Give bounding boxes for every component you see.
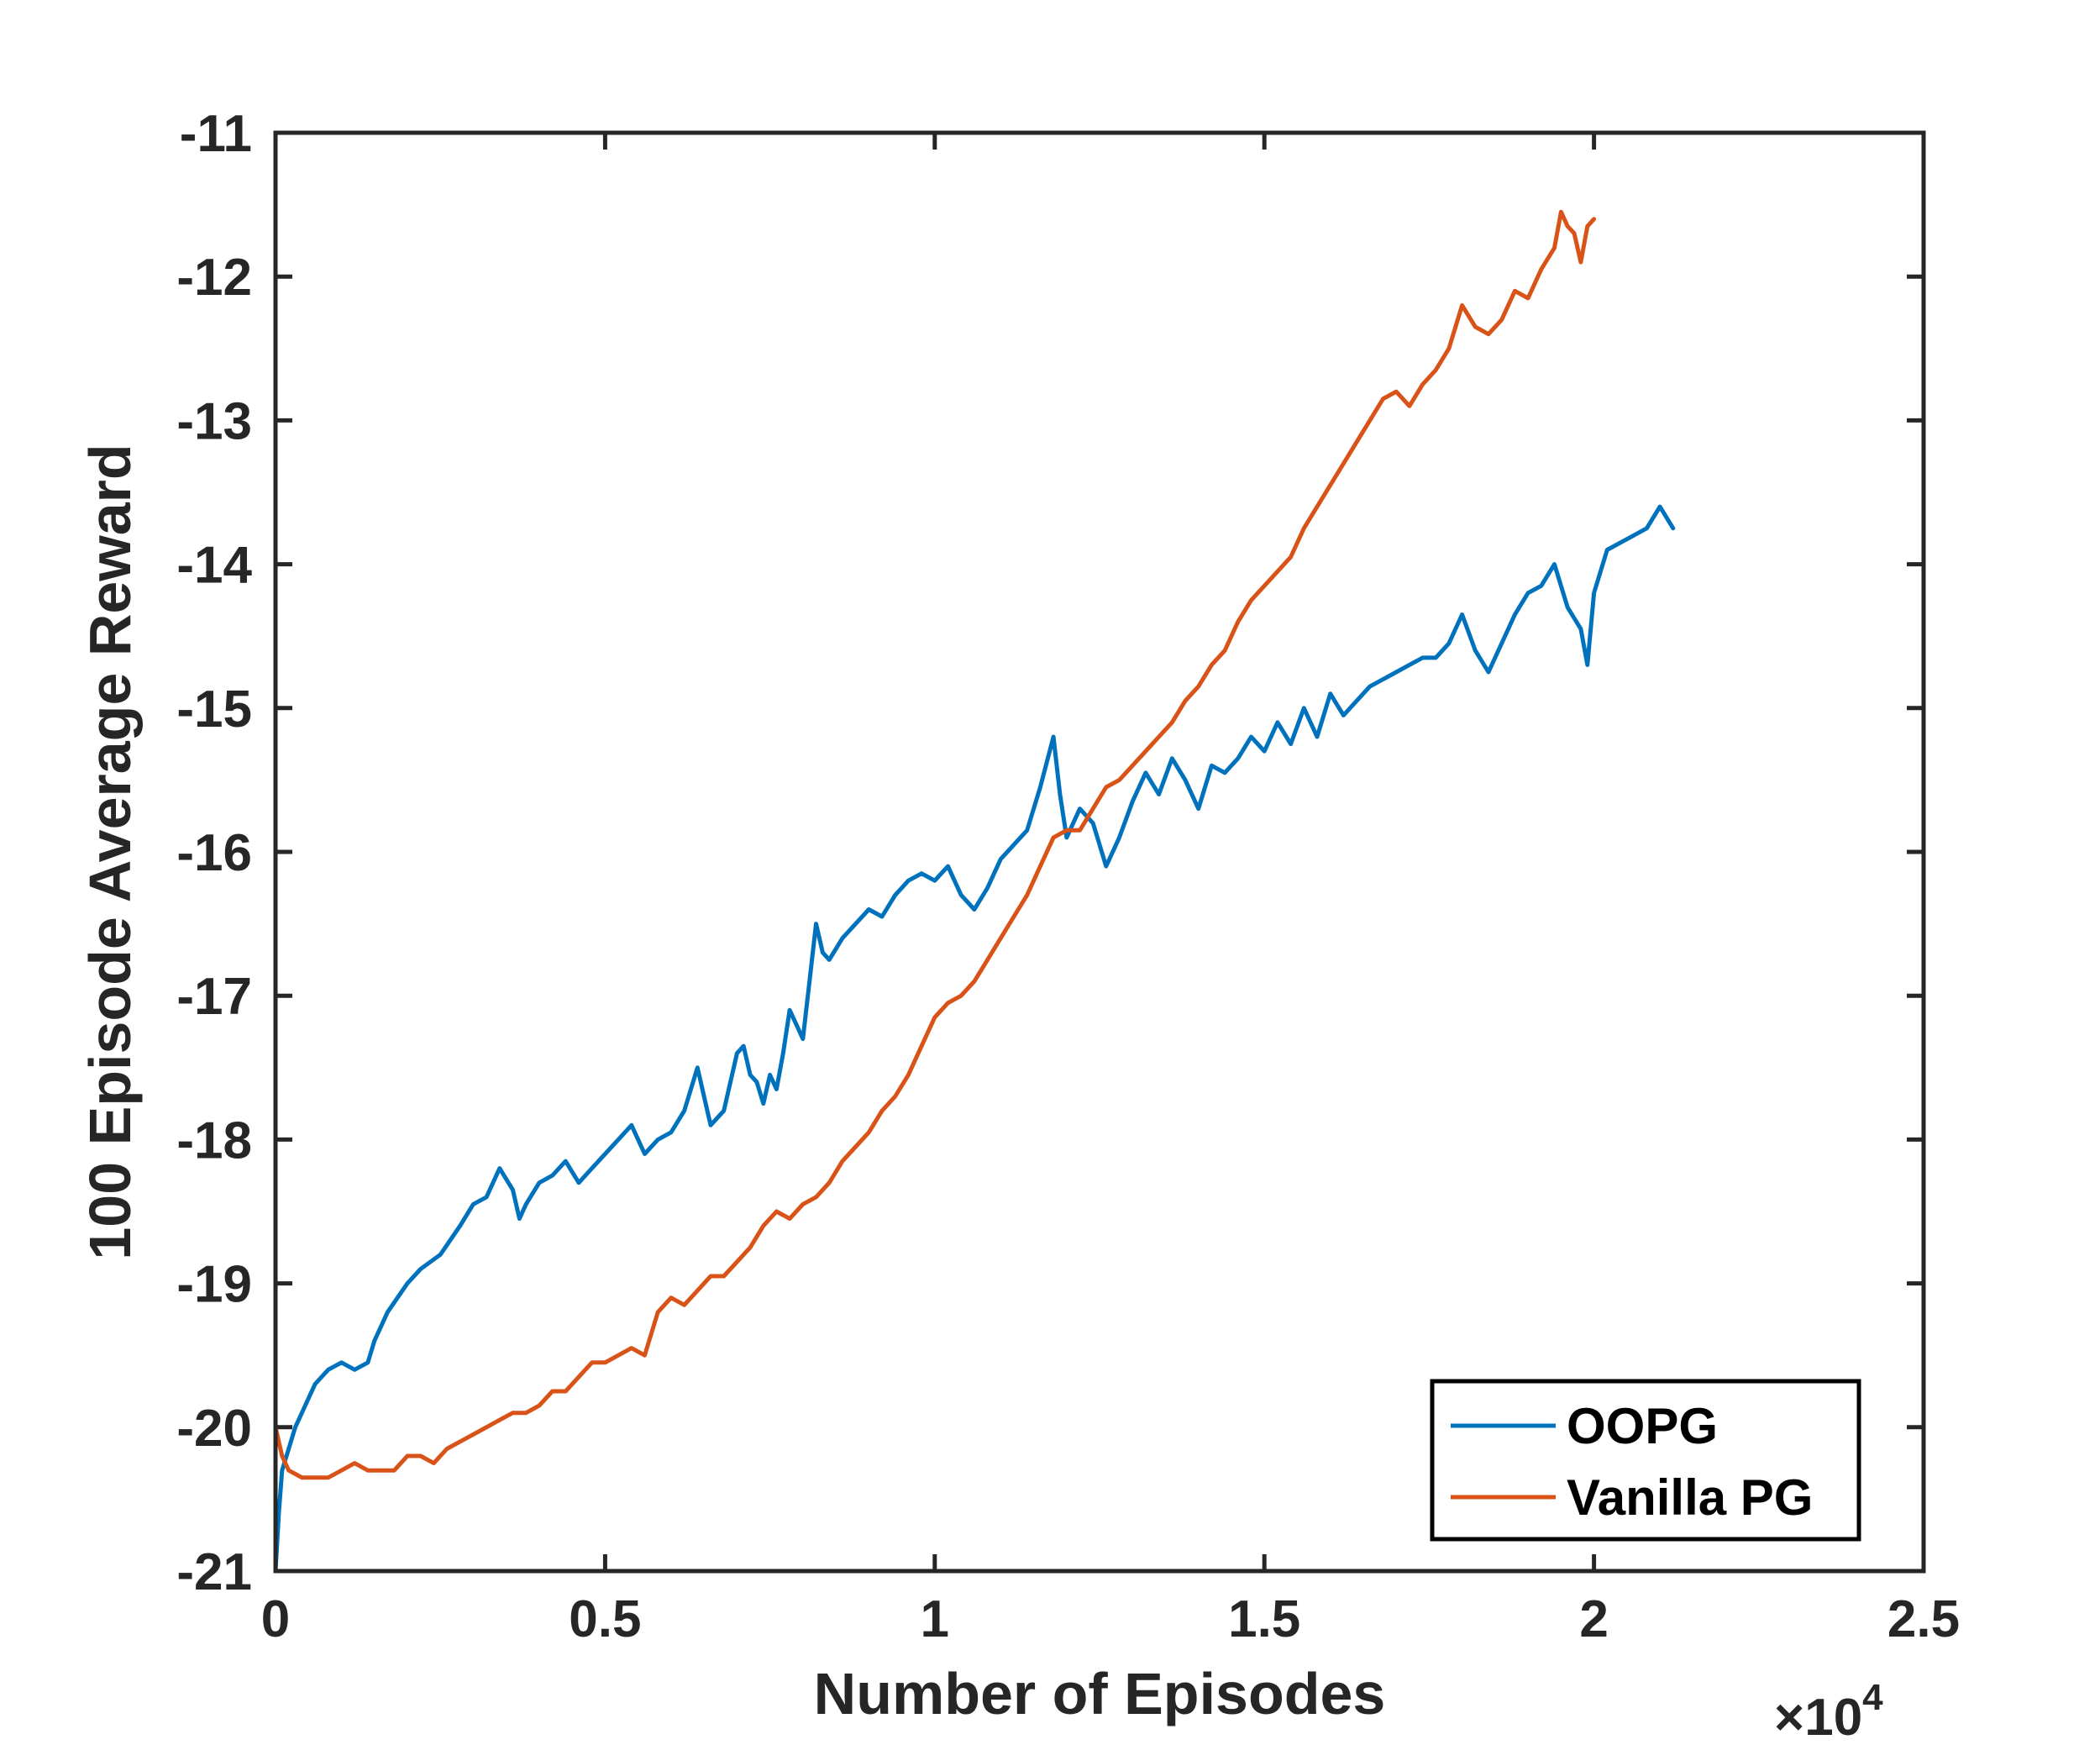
series-line-oopg — [273, 504, 1676, 1574]
legend: OOPG Vanilla PG — [1430, 1379, 1861, 1542]
x-multiplier-exponent: 4 — [1862, 1677, 1883, 1718]
x-tick-label: 0 — [261, 1590, 290, 1648]
series-layer — [273, 209, 1676, 1574]
tick-labels: 0 0.5 1 1.5 2 2.5 -11 -12 -13 -14 -15 -16 -17 -18 -19 -… — [176, 105, 1960, 1648]
x-tick-label: 0.5 — [569, 1590, 641, 1648]
y-tick-label: -19 — [176, 1256, 252, 1314]
axes-box — [273, 130, 1926, 1574]
y-axis-title: 100 Episode Average Reward — [77, 444, 143, 1259]
y-tick-label: -13 — [176, 392, 252, 450]
x-multiplier: ×104 — [1774, 1677, 1883, 1747]
y-tick-label: -20 — [176, 1400, 252, 1458]
x-tick-label: 2 — [1579, 1590, 1608, 1648]
y-tick-label: -14 — [176, 537, 252, 595]
legend-box — [1430, 1379, 1861, 1542]
legend-label-vanilla-pg: Vanilla PG — [1567, 1469, 1813, 1526]
x-multiplier-base: ×10 — [1774, 1689, 1862, 1747]
y-tick-label: -12 — [176, 249, 252, 307]
y-tick-label: -21 — [176, 1543, 252, 1601]
legend-label-oopg: OOPG — [1567, 1398, 1718, 1454]
x-tick-label: 1.5 — [1228, 1590, 1300, 1648]
x-tick-label: 2.5 — [1887, 1590, 1960, 1648]
y-tick-label: -18 — [176, 1111, 252, 1169]
y-tick-label: -11 — [180, 105, 252, 163]
y-tick-label: -17 — [176, 968, 252, 1026]
y-tick-label: -16 — [176, 824, 252, 882]
x-tick-label: 1 — [921, 1590, 949, 1648]
x-axis-title: Number of Episodes — [814, 1661, 1386, 1726]
y-tick-label: -15 — [176, 681, 252, 738]
series-line-vanilla-pg — [273, 209, 1597, 1480]
